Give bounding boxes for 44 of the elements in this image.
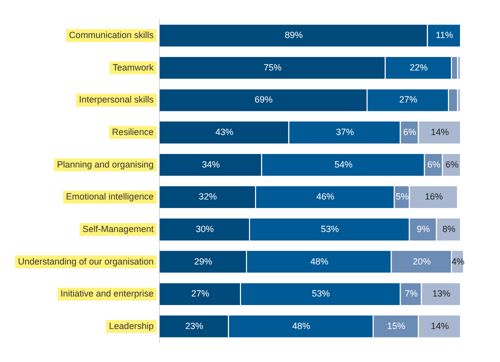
- data-label: 48%: [310, 256, 328, 266]
- data-label: 15%: [387, 320, 406, 331]
- data-label: 23%: [185, 320, 204, 331]
- y-tick-label: Interpersonal skills: [79, 94, 154, 105]
- data-label: 8%: [442, 224, 456, 234]
- y-tick-label: Leadership: [109, 320, 154, 331]
- y-tick-label: Resilience: [112, 127, 154, 138]
- data-label: 32%: [198, 192, 217, 202]
- data-label: 53%: [320, 224, 339, 234]
- data-label: 89%: [284, 30, 303, 40]
- data-label: 27%: [399, 94, 418, 105]
- y-tick-label: Understanding of our organisation: [18, 256, 154, 266]
- y-tick-label: Emotional intelligence: [66, 192, 154, 202]
- y-tick-label: Communication skills: [69, 30, 154, 40]
- y-tick-label: Planning and organising: [57, 159, 154, 170]
- data-label: 14%: [430, 320, 449, 331]
- data-label: 13%: [432, 288, 450, 299]
- data-label: 30%: [196, 224, 214, 234]
- data-label: 6%: [445, 159, 458, 170]
- data-label: 4%: [451, 256, 464, 266]
- data-label: 37%: [336, 127, 354, 138]
- data-label: 29%: [194, 256, 212, 266]
- y-tick-label: Initiative and enterprise: [60, 288, 154, 299]
- y-tick-label: Self-Management: [82, 224, 154, 234]
- data-label: 34%: [202, 159, 220, 170]
- data-label: 9%: [416, 224, 430, 234]
- data-label: 6%: [403, 127, 416, 138]
- y-tick-label: Teamwork: [112, 62, 154, 72]
- data-label: 27%: [191, 288, 210, 299]
- data-label: 11%: [436, 30, 454, 40]
- data-label: 16%: [424, 192, 443, 202]
- data-label: 48%: [292, 320, 310, 331]
- data-label: 6%: [427, 159, 440, 170]
- data-label: 43%: [215, 127, 234, 138]
- data-label: 22%: [410, 62, 428, 72]
- data-label: 69%: [254, 94, 273, 105]
- data-label: 20%: [412, 256, 431, 266]
- data-label: 7%: [404, 288, 418, 299]
- data-label: 53%: [312, 288, 330, 299]
- data-label: 5%: [396, 192, 409, 202]
- data-label: 46%: [316, 192, 334, 202]
- data-label: 14%: [430, 127, 449, 138]
- data-label: 75%: [264, 62, 282, 72]
- data-label: 54%: [334, 159, 352, 170]
